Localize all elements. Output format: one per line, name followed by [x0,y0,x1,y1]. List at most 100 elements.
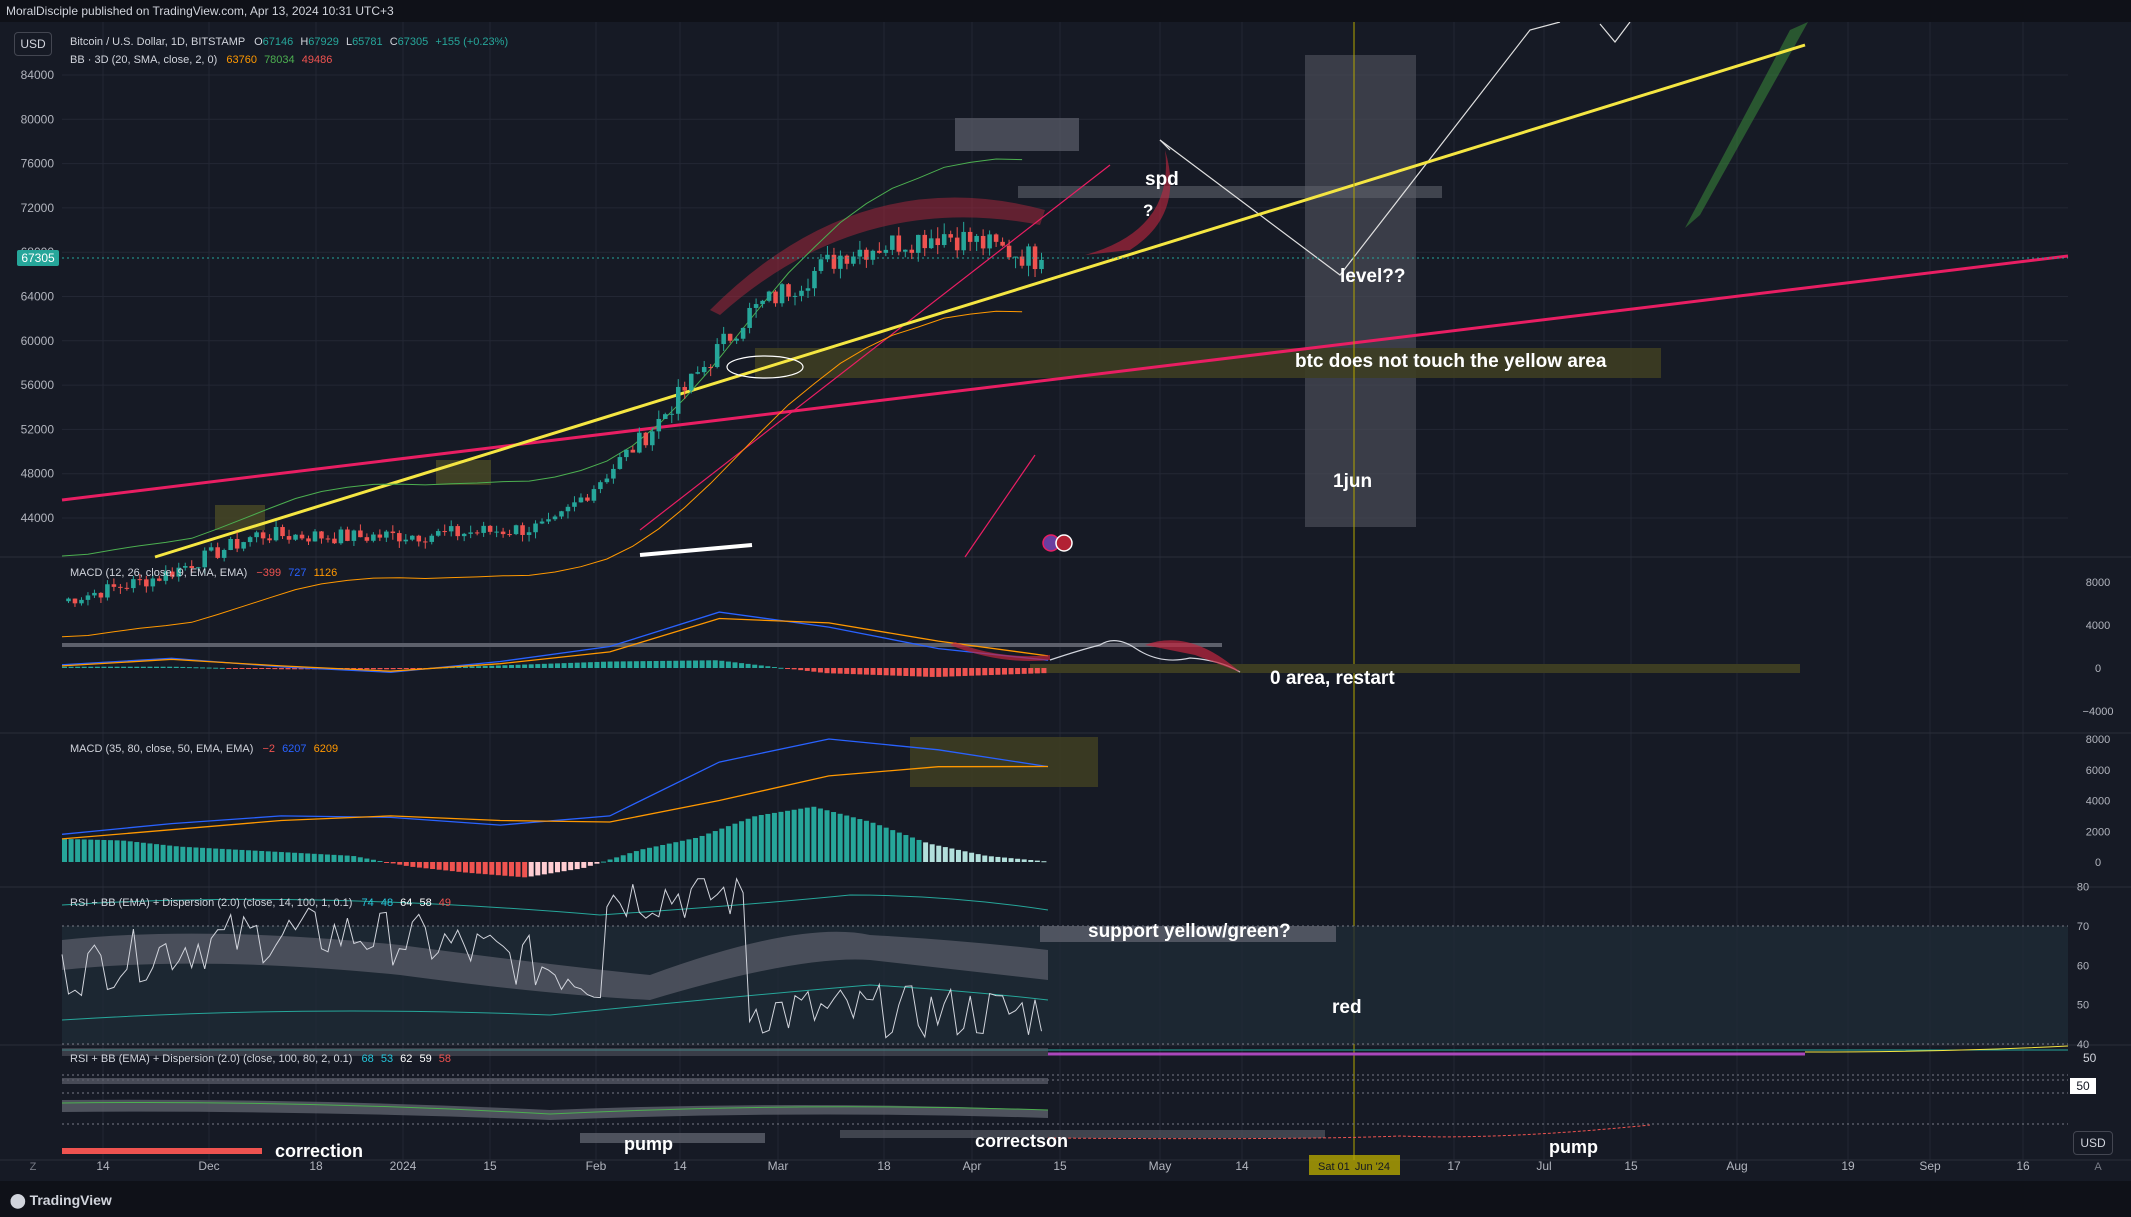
macd1-hist-bar [699,660,705,668]
pink-trendline [61,254,2069,502]
macd1-hist-bar [778,667,784,669]
macd1-hist-bar [1015,668,1021,675]
macd-pane-2[interactable]: MACD (35, 80, close, 50, EMA, EMA) −2 62… [61,734,2110,878]
macd2-hist-bar [725,826,731,862]
candle-body [701,367,707,373]
macd1-hist-bar [647,661,653,668]
macd1-hist-bar [785,668,791,669]
macd2-hist-bar [140,842,146,862]
macd1-hist-bar [384,668,390,670]
macd1-hist-bar [817,668,823,673]
time-cursor-date: Sat 01 [1318,1161,1350,1173]
macd2-hist-bar [81,839,87,862]
candle-body [221,549,227,558]
macd1-hist-bar [416,668,422,669]
macd1-hist-bar [62,666,67,668]
macd1-hist-bar [890,668,896,676]
rsi-pane-1[interactable]: support yellow/green? red RSI + BB (EMA)… [61,877,2089,1051]
candle-body [714,344,720,368]
candle-body [734,338,739,341]
rsi1-tick: 50 [2077,1000,2089,1012]
macd2-hist-bar [357,857,363,862]
candle-body [202,550,207,568]
candle-body [332,538,337,544]
macd2-hist-bar [831,812,837,862]
time-tick: 14 [673,1159,687,1173]
macd2-hist-bar [232,849,238,862]
rsi1-bb-band [62,931,1048,1000]
macd2-hist-bar [877,825,883,862]
support-box [1040,926,1336,942]
macd2-hist-bar [272,851,278,862]
macd2-hist-bar [384,862,390,863]
zoom-button[interactable]: Z [30,1161,37,1173]
currency-button[interactable]: USD [14,32,52,56]
footer-brand: TradingView [29,1192,112,1208]
candle-body [371,534,376,541]
macd2-axis: 8000 6000 4000 2000 0 [2086,734,2110,869]
time-tick: 17 [1447,1159,1461,1173]
macd2-hist-bar [416,862,422,868]
time-axis[interactable]: 14 Dec 18 2024 15 Feb 14 Mar 18 Apr 15 May 14 17 Jul 15… [96,1159,2030,1173]
red-arc-spd [1085,150,1171,255]
yellow-box-left2 [436,460,491,485]
svg-text:BB · 3D (20, SMA, close, 2, 0): BB · 3D (20, SMA, close, 2, 0) 63760 780… [70,54,332,66]
candle-body [364,537,370,541]
macd2-hist-bar [673,842,679,862]
publisher-text: MoralDisciple published on TradingView.c… [6,4,394,18]
macd1-hist-bar [811,668,817,672]
macd-pane-1[interactable]: 0 area, restart MACD (12, 26, close, 9, … [61,567,2113,718]
macd2-signal-line [61,765,1049,840]
macd2-hist-bar [916,839,922,862]
rsi-pane-2[interactable]: correction pump correctson pump RSI + BB… [61,1045,2097,1161]
macd2-hist-bar [758,815,764,862]
label-red: red [1332,997,1362,1018]
candle-body [410,535,415,540]
footer-bar: ⬤ TradingView [0,1181,2131,1217]
rsi1-v3: 64 [400,897,412,909]
macd2-hist-bar [285,852,291,862]
price-tick: 44000 [21,511,55,525]
macd2-hist-bar [265,851,271,862]
macd1-hist-bar [561,663,567,668]
macd1-hist-bar [94,666,100,668]
close-label: C [390,36,398,48]
macd2-hist-bar [68,839,74,862]
macd1-hist-bar [390,668,396,670]
svg-text:Sat 01 Jun '24: Sat 01 Jun '24 [1318,1161,1390,1173]
macd2-macd-value: 6207 [282,743,306,755]
price-pane[interactable]: spd ? level?? btc does not touch the yel… [17,22,2069,1160]
macd2-hist-bar [219,848,225,862]
candle-body [474,532,480,534]
event-flags-icon[interactable] [1042,534,1073,552]
rsi2-tag [2070,1078,2096,1094]
label-pump: pump [624,1134,673,1154]
candle-body [1026,246,1031,266]
macd2-hist-bar [351,856,357,862]
rsi1-line [61,877,1042,1039]
macd2-hist-bar [226,849,232,862]
macd1-hist-bar [528,664,534,668]
rsi2-v1: 68 [362,1053,374,1065]
tradingview-icon: ⬤ [10,1192,26,1208]
green-cone [1685,22,1808,228]
label-yellow-area: btc does not touch the yellow area [1295,351,1607,372]
macd2-hist-bar [929,844,935,862]
auto-button[interactable]: A [2094,1161,2102,1173]
currency-button-bottom[interactable]: USD [2073,1131,2113,1155]
macd2-hist-bar [817,808,823,862]
candle-body [397,533,402,542]
macd2-hist-bar [502,862,508,876]
macd2-hist-bar [942,847,948,862]
chart-canvas[interactable]: spd ? level?? btc does not touch the yel… [0,22,2131,1181]
macd2-hist-bar [278,852,284,862]
macd2-hist-bar [693,837,699,862]
candle-body [909,249,915,253]
macd2-hist-bar [548,862,554,874]
tradingview-logo[interactable]: ⬤ TradingView [10,1192,112,1209]
time-tick: 15 [1624,1159,1638,1173]
macd1-hist-bar [627,661,633,668]
macd2-histogram [62,806,1047,878]
candle-body [163,571,169,581]
macd1-hist-bar [601,661,607,668]
